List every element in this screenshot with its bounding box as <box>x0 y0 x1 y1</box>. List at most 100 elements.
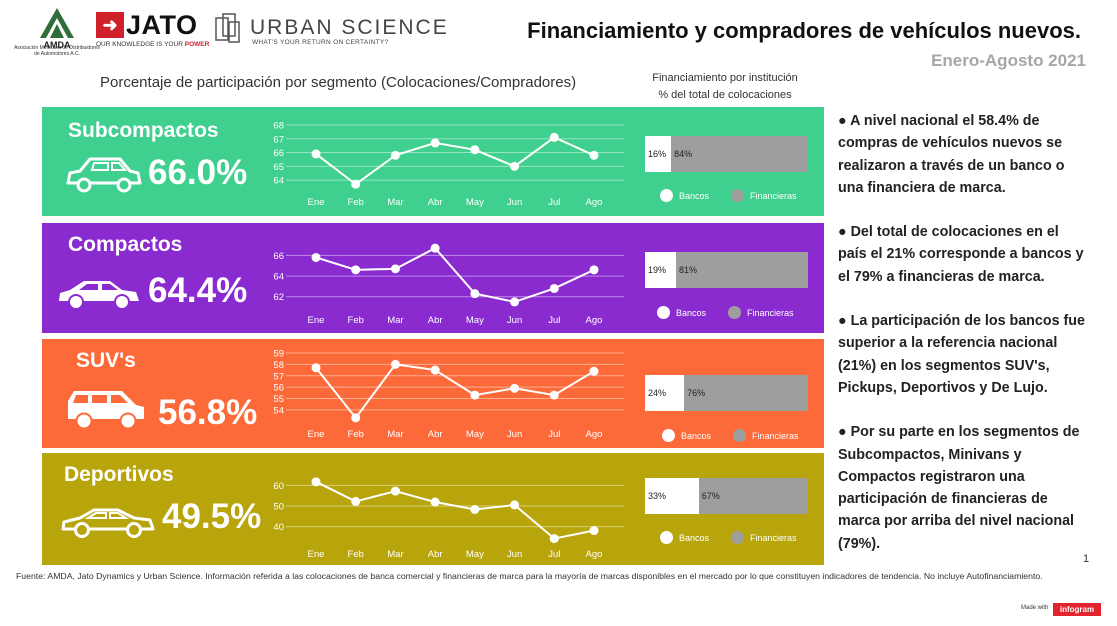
page-number: 1 <box>1083 553 1090 565</box>
bullet-item: ● Por su parte en los segmentos de Subco… <box>838 424 1080 552</box>
x-tick-label: Jul <box>548 315 560 326</box>
data-point <box>390 359 400 369</box>
jato-logo: ➜ JATO <box>96 9 198 40</box>
data-point <box>390 486 400 496</box>
financing-legend: Bancos Financieras <box>662 429 799 442</box>
bancos-legend-label: Bancos <box>679 190 710 201</box>
page-title: Financiamiento y compradores de vehículo… <box>527 18 1081 43</box>
svg-text:AMDA: AMDA <box>44 40 71 50</box>
amda-logo: AMDA <box>40 8 74 50</box>
source-footnote: Fuente: AMDA, Jato Dynamics y Urban Scie… <box>16 571 1043 581</box>
y-tick-label: 68 <box>273 121 284 132</box>
x-tick-label: Feb <box>348 315 364 326</box>
y-tick-label: 67 <box>273 134 284 145</box>
data-point <box>510 500 520 510</box>
jato-wordmark: JATO <box>126 9 198 40</box>
x-tick-label: Feb <box>348 197 364 208</box>
x-tick-label: Feb <box>348 549 364 560</box>
x-tick-label: Ago <box>586 549 603 560</box>
financing-bar: 19% 81% <box>645 252 808 288</box>
x-tick-label: Abr <box>428 315 443 326</box>
financieras-legend-dot <box>733 429 747 442</box>
panel-subcompactos: Subcompactos 66.0% 68 67 66 65 64 Ene Feb Mar Ab… <box>42 107 824 216</box>
data-point <box>510 297 520 307</box>
y-tick-label: 58 <box>273 360 284 371</box>
x-tick-label: Abr <box>428 197 443 208</box>
segment-title: Subcompactos <box>68 119 219 142</box>
data-point <box>470 289 480 299</box>
data-point <box>430 497 440 507</box>
jato-arrow-icon: ➜ <box>96 12 124 38</box>
x-tick-label: Mar <box>387 197 403 208</box>
data-point <box>510 161 520 171</box>
bullet-item: ● La participación de los bancos fue sup… <box>838 313 1085 396</box>
x-tick-label: Mar <box>387 429 403 440</box>
data-point <box>311 252 321 262</box>
urban-science-wordmark: URBAN SCIENCE <box>250 16 449 39</box>
panel-suvs: SUV's 56.8% 59 58 57 56 55 54 Ene Feb Mar Abr May J… <box>42 339 824 448</box>
x-tick-label: Mar <box>387 549 403 560</box>
y-tick-label: 57 <box>273 371 284 382</box>
x-tick-label: May <box>466 549 484 560</box>
data-point <box>589 150 599 160</box>
financieras-segment: 76% <box>684 375 808 411</box>
made-with-label: Made with <box>1021 605 1049 611</box>
segment-total: 64.4% <box>148 271 248 310</box>
bancos-segment: 19% <box>645 252 676 288</box>
jato-tagline: OUR KNOWLEDGE IS YOUR POWER <box>96 41 210 48</box>
data-point <box>589 526 599 536</box>
bancos-segment: 24% <box>645 375 685 411</box>
x-tick-label: Jul <box>548 429 560 440</box>
x-tick-label: Ene <box>308 197 325 208</box>
financieras-segment: 67% <box>698 478 808 514</box>
x-tick-label: Jun <box>507 549 522 560</box>
segment-title: Compactos <box>68 233 183 256</box>
series-line <box>315 363 595 420</box>
x-tick-label: Mar <box>387 315 403 326</box>
series-line <box>315 136 595 186</box>
financing-header-line1: Financiamiento por institución <box>652 72 798 84</box>
data-point <box>549 534 559 544</box>
x-tick-label: Jun <box>507 429 522 440</box>
segment-title: SUV's <box>76 349 136 372</box>
y-tick-label: 66 <box>273 148 284 159</box>
y-tick-label: 55 <box>273 394 284 405</box>
urban-science-mark-icon <box>215 13 240 43</box>
line-chart-subcompactos: 68 67 66 65 64 Ene Feb Mar Abr May Jun Jul Ago <box>273 121 624 208</box>
y-tick-label: 40 <box>273 522 284 533</box>
bancos-legend-label: Bancos <box>681 430 712 441</box>
data-point <box>311 363 321 373</box>
x-tick-label: Ene <box>308 429 325 440</box>
x-tick-label: Abr <box>428 429 443 440</box>
data-point <box>549 132 559 142</box>
x-tick-label: Jul <box>548 549 560 560</box>
data-point <box>589 366 599 376</box>
bullet-item: ● Del total de colocaciones en el país e… <box>838 224 1084 285</box>
financing-legend: Bancos Financieras <box>657 306 794 319</box>
y-tick-label: 56 <box>273 383 284 394</box>
x-tick-label: May <box>466 315 484 326</box>
y-tick-label: 50 <box>273 501 284 512</box>
bancos-legend-dot <box>660 531 673 544</box>
y-tick-label: 66 <box>273 251 284 262</box>
financing-legend: Bancos Financieras <box>660 189 797 202</box>
line-chart-deportivos: 60 50 40 Ene Feb Mar Abr May Jun Jul Ago <box>273 477 624 560</box>
line-chart-compactos: 66 64 62 Ene Feb Mar Abr May Jun Jul Ago <box>273 243 624 326</box>
data-point <box>351 179 361 189</box>
urban-science-tagline: WHAT'S YOUR RETURN ON CERTAINTY? <box>252 39 389 46</box>
infogram-badge[interactable]: infogram <box>1053 603 1101 616</box>
financieras-segment: 81% <box>675 252 808 288</box>
data-point <box>351 496 361 506</box>
segment-title: Deportivos <box>64 463 174 486</box>
financieras-legend-dot <box>728 306 742 319</box>
data-point <box>430 138 440 148</box>
financing-bar: 16% 84% <box>645 136 808 172</box>
x-tick-label: Jul <box>548 197 560 208</box>
data-point <box>510 383 520 393</box>
y-tick-label: 64 <box>273 176 284 187</box>
x-tick-label: May <box>466 197 484 208</box>
key-findings: ● A nivel nacional el 58.4% de compras d… <box>838 110 1088 577</box>
financieras-legend-label: Financieras <box>750 190 797 201</box>
segment-total: 56.8% <box>158 393 258 432</box>
